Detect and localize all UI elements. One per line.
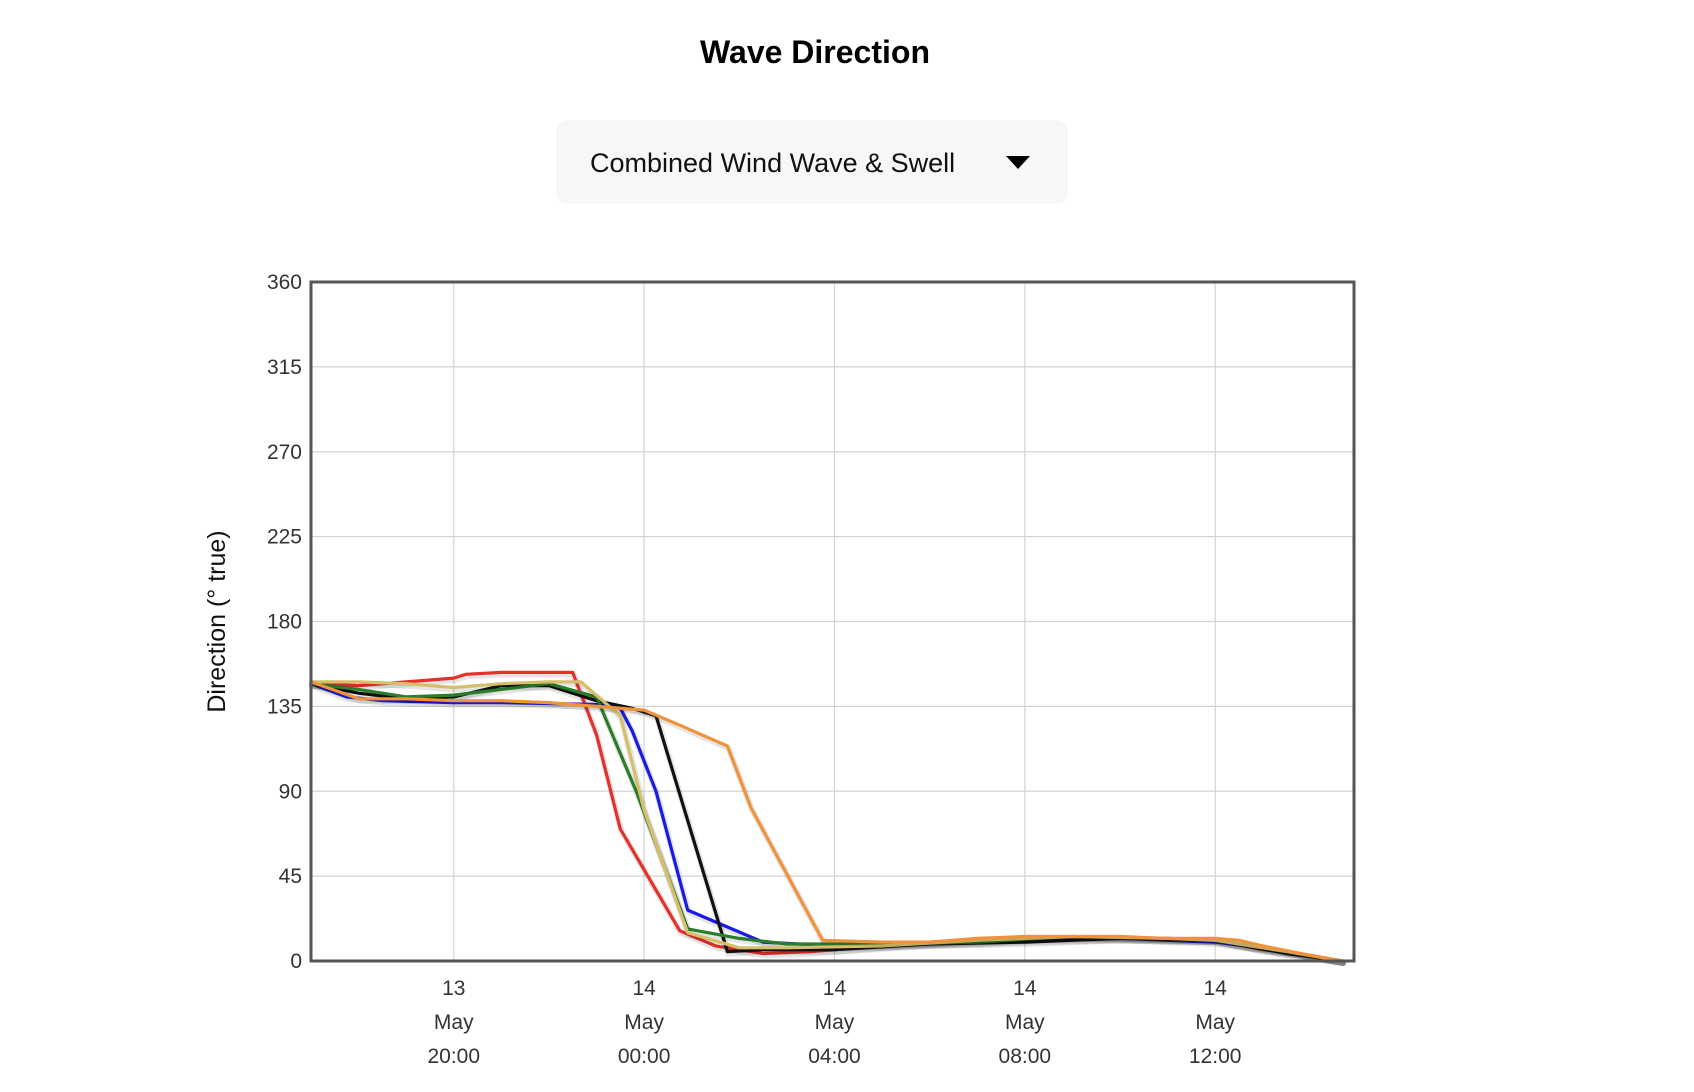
series-line-shadow	[309, 682, 1347, 966]
x-tick-label: 00:00	[618, 1045, 671, 1068]
series-line	[309, 680, 1344, 963]
series-line-shadow	[309, 671, 1347, 966]
plot-frame	[309, 280, 1356, 963]
wave-type-select[interactable]: Combined Wind Wave & Swell	[556, 120, 1068, 204]
series-lines	[309, 670, 1347, 966]
grid-lines	[311, 281, 1354, 962]
y-axis-label: Direction (° true)	[203, 530, 231, 712]
page-title: Wave Direction	[700, 34, 930, 70]
x-tick-label: May	[434, 1011, 474, 1034]
x-tick-label: 14	[823, 977, 847, 1000]
y-tick-label: 0	[290, 950, 302, 973]
y-tick-label: 45	[279, 865, 302, 888]
x-tick-label: 14	[1204, 977, 1228, 1000]
x-tick-label: 08:00	[999, 1045, 1052, 1068]
series-line-shadow	[309, 680, 1347, 966]
caret-down-icon[interactable]	[1006, 156, 1030, 169]
axis-ticks: 0 45 90 135 180 225 270 315 360 13 May 20:00 14 May 00…	[267, 271, 1242, 1068]
series-line	[309, 682, 1344, 963]
x-tick-label: 20:00	[427, 1045, 480, 1068]
x-tick-label: 14	[1013, 977, 1037, 1000]
y-tick-label: 360	[267, 271, 302, 294]
x-tick-label: May	[1005, 1011, 1045, 1034]
x-tick-label: May	[815, 1011, 855, 1034]
x-tick-label: May	[1195, 1011, 1235, 1034]
y-tick-label: 90	[279, 780, 302, 803]
wave-type-select-value: Combined Wind Wave & Swell	[590, 148, 956, 178]
x-tick-label: 04:00	[808, 1045, 861, 1068]
x-tick-label: 12:00	[1189, 1045, 1242, 1068]
y-tick-label: 225	[267, 526, 302, 549]
x-tick-label: May	[624, 1011, 664, 1034]
x-tick-label: 13	[442, 977, 465, 1000]
series-line	[309, 682, 1344, 963]
y-tick-label: 180	[267, 611, 302, 634]
y-tick-label: 315	[267, 356, 302, 379]
y-tick-label: 270	[267, 441, 302, 464]
series-line	[309, 680, 1344, 963]
series-line-shadow	[309, 682, 1347, 966]
series-line	[309, 670, 1344, 963]
series-line-shadow	[309, 680, 1347, 966]
series-line	[309, 682, 1344, 963]
y-tick-label: 135	[267, 695, 302, 718]
x-tick-label: 14	[632, 977, 656, 1000]
series-line-shadow	[309, 682, 1347, 966]
